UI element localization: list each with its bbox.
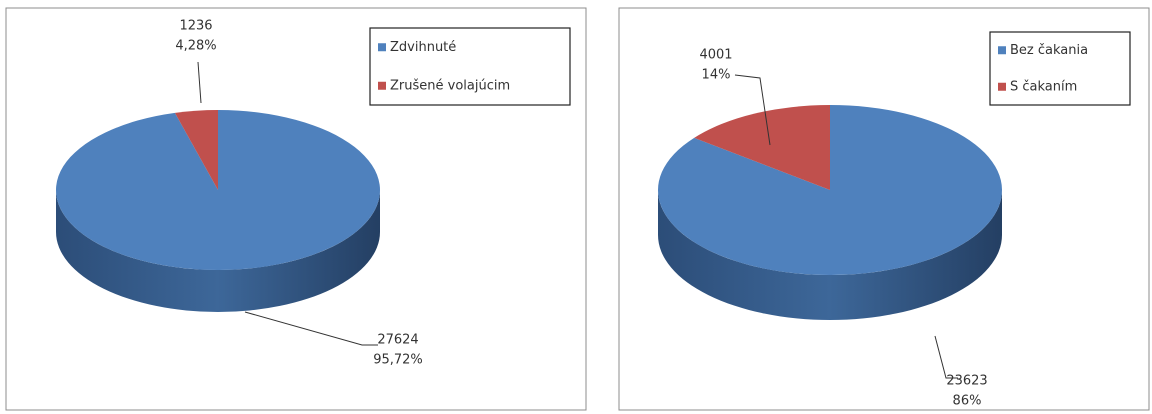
legend-label: Zrušené volajúcim [390, 78, 510, 93]
legend-label: Zdvihnuté [390, 40, 456, 55]
data-label-percent: 4,28% [175, 39, 216, 54]
legend-swatch [998, 82, 1006, 91]
leader-line [934, 335, 958, 379]
legend-label: Bez čakania [1010, 43, 1088, 58]
leader-line [244, 311, 378, 346]
legend-swatch [998, 46, 1006, 55]
legend-label: S čakaním [1010, 79, 1077, 94]
data-label: 1236 [179, 19, 212, 34]
pie-slice [55, 110, 380, 270]
leader-line [197, 61, 202, 104]
data-label-percent: 95,72% [373, 353, 423, 368]
pie-slice [694, 105, 830, 190]
data-label: 4001 [699, 48, 732, 63]
legend-box [989, 31, 1131, 106]
data-label: 23623 [946, 374, 987, 389]
pie-slice [174, 110, 218, 190]
data-label-percent: 86% [953, 394, 982, 409]
chart: 27624 95,72% 1236 4,28% Zdvihnuté Zrušené vol… [5, 7, 587, 411]
chart: 23623 86% 4001 14% Bez čakania S čakaním [618, 7, 1150, 411]
data-label: 27624 [377, 333, 418, 348]
legend-swatch [378, 81, 386, 90]
pie-side [658, 190, 1002, 320]
pie-side [56, 190, 380, 312]
leader-line [734, 74, 771, 146]
legend-swatch [378, 43, 386, 52]
data-label-percent: 14% [702, 68, 731, 83]
legend-box [369, 27, 571, 106]
